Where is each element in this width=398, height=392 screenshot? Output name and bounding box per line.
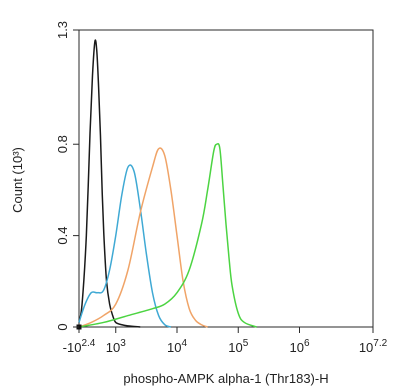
x-axis: -102.4 103 104 105 106 107.2 xyxy=(63,325,388,356)
histogram-series-1 xyxy=(79,40,140,327)
plot-frame xyxy=(79,30,373,327)
y-tick-label-4: 1.3 xyxy=(55,21,70,39)
x-tick-label-3: 104 xyxy=(167,338,187,355)
histogram-series-2 xyxy=(79,165,171,327)
y-tick-label-3: 0.8 xyxy=(55,135,70,153)
x-axis-title: phospho-AMPK alpha-1 (Thr183)-H xyxy=(123,371,328,386)
x-tick-label-5: 106 xyxy=(289,338,309,355)
x-tick-label-1: -102.4 xyxy=(63,338,96,355)
y-tick-label-1: 0 xyxy=(55,323,70,330)
x-tick-label-6: 107.2 xyxy=(359,338,388,355)
series-layer xyxy=(79,40,257,327)
x-tick-label-2: 103 xyxy=(106,338,126,355)
y-tick-label-2: 0.4 xyxy=(55,227,70,245)
x-tick-label-4: 105 xyxy=(228,338,248,355)
y-axis: 0 0.4 0.8 1.3 xyxy=(55,21,79,331)
y-axis-title: Count (10³) xyxy=(10,147,25,213)
histogram-series-3 xyxy=(79,148,208,327)
